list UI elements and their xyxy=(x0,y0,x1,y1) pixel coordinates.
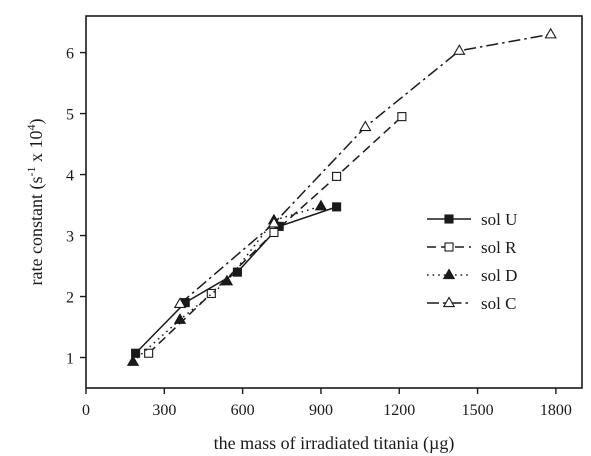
y-axis-label: rate constant (s-1 x 104) xyxy=(24,119,47,286)
x-tick-label: 0 xyxy=(82,402,90,419)
data-point xyxy=(359,120,372,132)
legend-marker xyxy=(444,242,454,252)
series-line xyxy=(179,33,551,305)
y-tick-label: 3 xyxy=(66,229,74,246)
series-sol-r xyxy=(144,112,407,358)
x-axis-ticks: 0 300 600 900 1200 1500 1800 xyxy=(82,388,572,419)
data-point xyxy=(220,274,234,286)
data-point xyxy=(126,355,140,366)
data-point xyxy=(269,227,279,238)
series-line xyxy=(135,206,337,354)
x-tick-label: 1200 xyxy=(383,402,415,419)
legend-label: sol U xyxy=(481,210,517,229)
data-point xyxy=(131,348,141,358)
data-point xyxy=(206,288,216,299)
legend-label: sol D xyxy=(481,266,517,285)
data-point xyxy=(397,112,407,122)
plot-area: 0 300 600 900 1200 1500 1800 1 2 3 4 5 6 xyxy=(66,15,583,419)
series-layer xyxy=(126,27,557,366)
data-point xyxy=(314,199,328,211)
y-tick-label: 5 xyxy=(66,107,74,124)
series-sol-d xyxy=(126,199,328,366)
x-tick-label: 900 xyxy=(309,402,333,419)
legend-item: sol C xyxy=(427,294,516,313)
series-sol-c xyxy=(173,27,557,308)
data-point xyxy=(453,44,466,55)
x-tick-label: 1500 xyxy=(462,402,494,419)
legend-marker xyxy=(442,268,456,280)
legend: sol U sol R sol D sol C xyxy=(427,210,517,313)
y-axis-ticks: 1 2 3 4 5 6 xyxy=(66,46,86,368)
y-tick-label: 6 xyxy=(66,46,74,63)
y-tick-label: 1 xyxy=(66,351,74,368)
x-tick-label: 600 xyxy=(231,402,255,419)
legend-label: sol C xyxy=(481,294,516,313)
data-point xyxy=(332,202,342,212)
legend-marker xyxy=(442,296,456,308)
legend-item: sol R xyxy=(427,238,517,257)
legend-item: sol D xyxy=(427,266,517,285)
data-point xyxy=(144,348,154,358)
x-tick-label: 1800 xyxy=(540,402,572,419)
legend-item: sol U xyxy=(427,210,517,229)
legend-marker xyxy=(444,214,454,224)
y-tick-label: 2 xyxy=(66,290,74,307)
x-axis-label: the mass of irradiated titania (µg) xyxy=(214,433,455,454)
data-point xyxy=(173,313,187,324)
data-point xyxy=(544,27,557,39)
data-point xyxy=(267,216,281,228)
y-tick-label: 4 xyxy=(66,168,74,185)
plot-frame xyxy=(85,15,583,389)
data-point xyxy=(332,171,342,181)
x-tick-label: 300 xyxy=(152,402,176,419)
legend-label: sol R xyxy=(481,238,517,257)
data-point xyxy=(173,297,187,308)
